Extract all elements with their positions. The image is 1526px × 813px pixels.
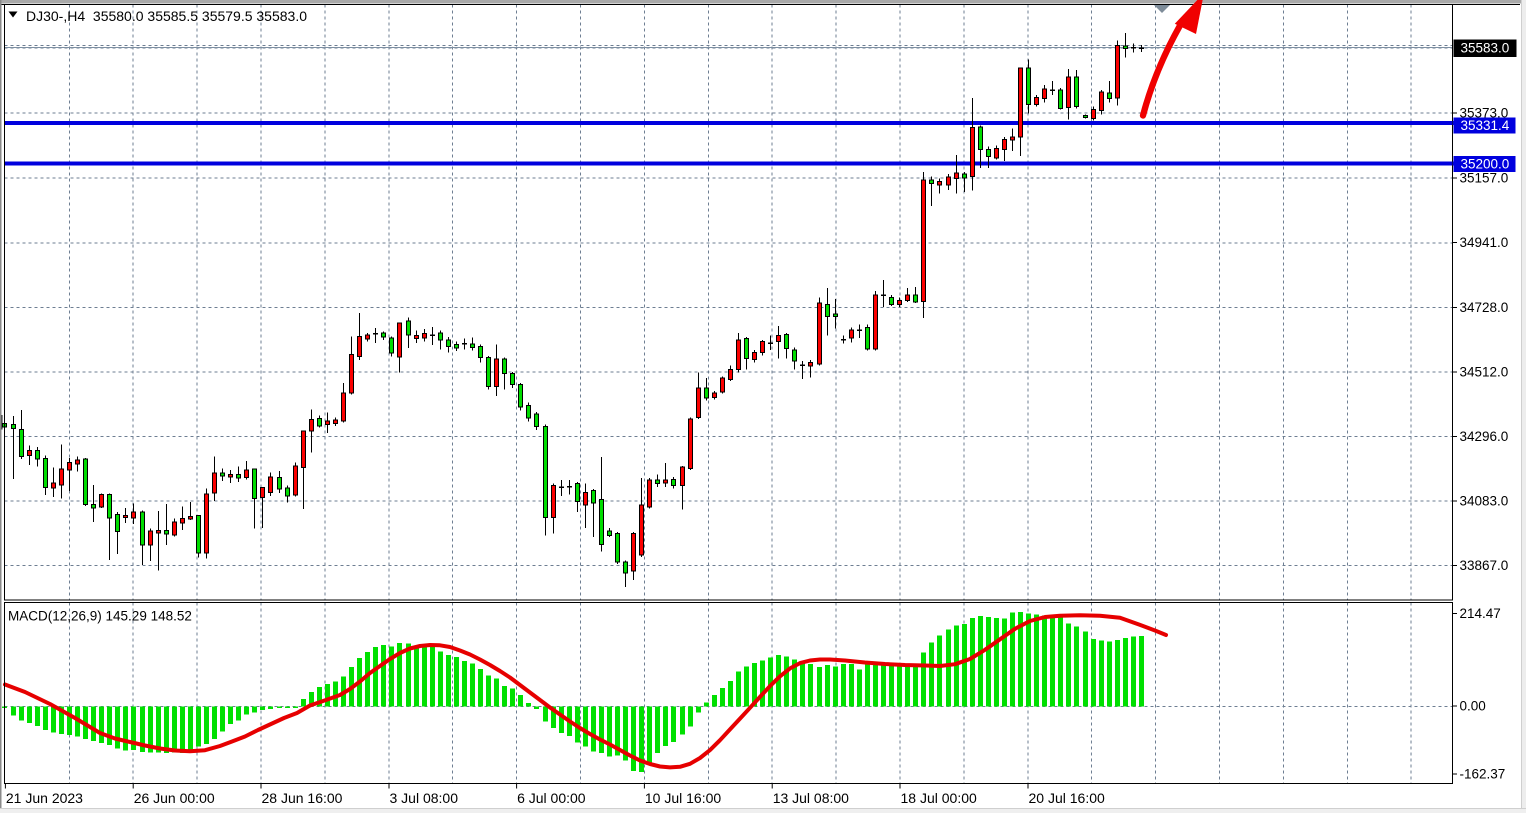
svg-text:35583.0: 35583.0 bbox=[1461, 41, 1510, 56]
svg-text:35331.4: 35331.4 bbox=[1461, 118, 1510, 133]
svg-text:34941.0: 34941.0 bbox=[1460, 235, 1509, 250]
svg-text:35373.0: 35373.0 bbox=[1460, 106, 1509, 121]
svg-text:34083.0: 34083.0 bbox=[1460, 494, 1509, 509]
svg-text:18 Jul 00:00: 18 Jul 00:00 bbox=[901, 790, 977, 806]
svg-text:34296.0: 34296.0 bbox=[1460, 429, 1509, 444]
svg-text:35200.0: 35200.0 bbox=[1461, 157, 1510, 172]
svg-text:MACD(12,26,9) 145.29 148.52: MACD(12,26,9) 145.29 148.52 bbox=[8, 609, 192, 624]
svg-text:6 Jul 00:00: 6 Jul 00:00 bbox=[517, 790, 586, 806]
svg-text:-162.37: -162.37 bbox=[1460, 767, 1506, 782]
svg-text:214.47: 214.47 bbox=[1460, 606, 1501, 621]
svg-text:35157.0: 35157.0 bbox=[1460, 171, 1509, 186]
svg-text:28 Jun 16:00: 28 Jun 16:00 bbox=[262, 790, 343, 806]
svg-text:34728.0: 34728.0 bbox=[1460, 300, 1509, 315]
svg-text:10 Jul 16:00: 10 Jul 16:00 bbox=[645, 790, 721, 806]
svg-text:33867.0: 33867.0 bbox=[1460, 558, 1509, 573]
svg-text:26 Jun 00:00: 26 Jun 00:00 bbox=[134, 790, 215, 806]
svg-text:0.00: 0.00 bbox=[1460, 699, 1486, 714]
svg-text:3 Jul 08:00: 3 Jul 08:00 bbox=[390, 790, 459, 806]
svg-text:DJ30-,H4 35580.0 35585.5 3557: DJ30-,H4 35580.0 35585.5 35579.5 35583.0 bbox=[26, 8, 307, 24]
svg-text:20 Jul 16:00: 20 Jul 16:00 bbox=[1029, 790, 1105, 806]
svg-text:21 Jun 2023: 21 Jun 2023 bbox=[6, 790, 83, 806]
svg-text:13 Jul 08:00: 13 Jul 08:00 bbox=[773, 790, 849, 806]
svg-text:34512.0: 34512.0 bbox=[1460, 365, 1509, 380]
